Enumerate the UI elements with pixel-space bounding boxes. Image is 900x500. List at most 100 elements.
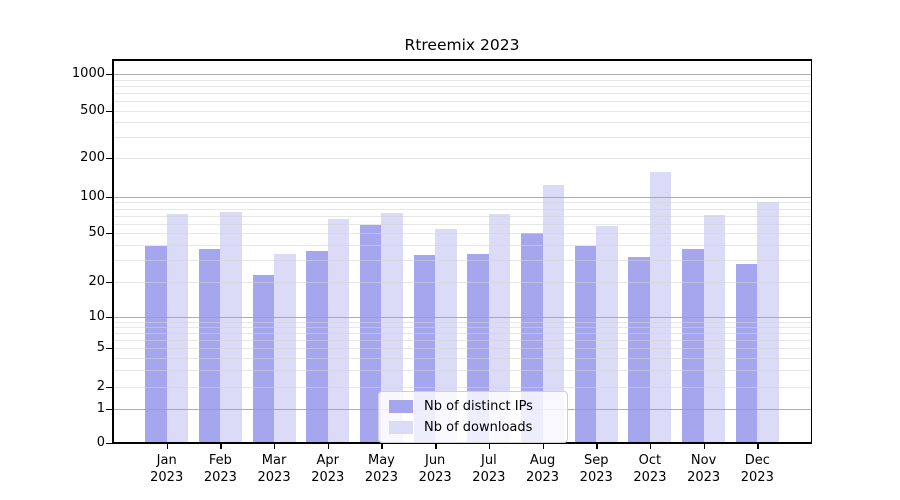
x-tick-mark — [220, 444, 222, 449]
y-tick-mark — [106, 74, 112, 76]
x-tick-label: Sep 2023 — [560, 452, 632, 486]
x-tick-month: Apr — [316, 453, 340, 468]
y-tick-label: 20 — [88, 273, 105, 289]
x-tick-year: 2023 — [150, 470, 184, 485]
x-tick-year: 2023 — [687, 470, 721, 485]
x-tick-label: May 2023 — [345, 452, 417, 486]
y-tick-mark — [106, 196, 112, 199]
minor-gridline — [113, 369, 811, 371]
y-tick-label: 5 — [96, 340, 105, 356]
y-tick-label: 50 — [88, 225, 105, 240]
y-tick-label: 100 — [80, 188, 105, 204]
bar-ips-oct — [628, 256, 650, 443]
y-tick-label: 10 — [88, 308, 105, 324]
bar-downloads-apr — [327, 218, 350, 443]
x-tick-mark — [649, 444, 652, 449]
y-tick-label: 1000 — [71, 66, 105, 82]
minor-gridline — [113, 332, 811, 334]
minor-gridline — [113, 85, 811, 87]
x-tick-label: Jan 2023 — [131, 452, 203, 486]
minor-gridline — [113, 321, 811, 323]
x-tick-label: Feb 2023 — [184, 452, 256, 486]
legend-label: Nb of distinct IPs — [424, 399, 533, 414]
top-spine — [112, 59, 812, 61]
legend: Nb of distinct IPs Nb of downloads — [378, 391, 568, 443]
legend-swatch-ips — [389, 400, 413, 413]
bar-ips-apr — [306, 250, 328, 443]
x-tick-year: 2023 — [311, 470, 345, 485]
x-tick-year: 2023 — [257, 470, 291, 485]
y-tick-mark — [106, 233, 112, 235]
bar-ips-may — [359, 225, 382, 443]
x-tick-label: Mar 2023 — [238, 452, 310, 486]
minor-gridline — [113, 326, 811, 328]
y-tick-mark — [106, 316, 112, 319]
x-tick-label: Apr 2023 — [292, 452, 364, 486]
bar-ips-nov — [682, 249, 704, 443]
x-tick-mark — [327, 444, 330, 449]
bar-ips-mar — [252, 274, 275, 443]
x-tick-mark — [757, 444, 759, 449]
minor-gridline — [113, 348, 811, 350]
x-tick-month: Jul — [481, 453, 497, 468]
x-tick-mark — [596, 444, 598, 449]
x-tick-month: May — [368, 453, 395, 468]
x-tick-month: Oct — [638, 453, 662, 468]
legend-swatch-downloads — [389, 421, 413, 434]
minor-gridline — [113, 357, 811, 359]
bar-ips-dec — [735, 264, 758, 443]
x-tick-mark — [274, 444, 276, 449]
major-gridline — [113, 196, 811, 198]
minor-gridline — [113, 202, 811, 204]
x-axis-spine — [112, 442, 812, 444]
x-tick-month: Nov — [690, 453, 717, 468]
x-tick-mark — [542, 444, 544, 449]
y-tick-mark — [106, 408, 112, 411]
x-tick-mark — [435, 444, 437, 449]
y-tick-mark — [106, 443, 112, 445]
left-spine — [112, 60, 114, 443]
x-tick-mark — [703, 444, 705, 449]
x-tick-month: Feb — [208, 453, 232, 468]
minor-gridline — [113, 281, 811, 283]
bar-downloads-may — [381, 213, 403, 443]
right-spine — [810, 60, 812, 443]
major-gridline — [113, 74, 811, 76]
x-tick-month: Jun — [424, 453, 446, 468]
x-tick-year: 2023 — [633, 470, 667, 485]
x-tick-label: Jul 2023 — [453, 452, 525, 486]
minor-gridline — [113, 122, 811, 124]
x-tick-year: 2023 — [525, 470, 560, 485]
y-tick-label: 0 — [96, 435, 105, 450]
minor-gridline — [113, 101, 811, 103]
bar-downloads-nov — [703, 214, 726, 443]
plot-area: Nb of distinct IPs Nb of downloads — [112, 59, 812, 444]
bar-ips-jan — [145, 246, 167, 443]
x-tick-month: Sep — [583, 453, 609, 468]
bar-downloads-jul — [488, 214, 511, 443]
y-tick-label: 500 — [80, 103, 105, 118]
minor-gridline — [113, 244, 811, 246]
y-tick-label: 2 — [96, 379, 105, 394]
y-tick-mark — [106, 281, 112, 284]
bar-ips-sep — [574, 246, 597, 443]
y-tick-label: 1 — [96, 400, 105, 416]
minor-gridline — [113, 93, 811, 95]
minor-gridline — [113, 223, 811, 225]
x-tick-label: Nov 2023 — [668, 452, 740, 486]
chart-title: Rtreemix 2023 — [404, 36, 520, 54]
x-tick-label: Oct 2023 — [614, 452, 686, 486]
minor-gridline — [113, 111, 811, 112]
legend-label: Nb of downloads — [424, 420, 533, 435]
bar-downloads-aug — [542, 184, 565, 443]
x-tick-year: 2023 — [418, 470, 452, 485]
x-tick-mark — [166, 444, 169, 449]
x-tick-month: Jan — [156, 453, 177, 468]
minor-gridline — [113, 137, 811, 139]
x-tick-label: Jun 2023 — [399, 452, 471, 486]
minor-gridline — [113, 215, 811, 217]
minor-gridline — [113, 158, 811, 159]
y-tick-mark — [106, 111, 112, 113]
legend-item: Nb of distinct IPs — [389, 399, 557, 414]
